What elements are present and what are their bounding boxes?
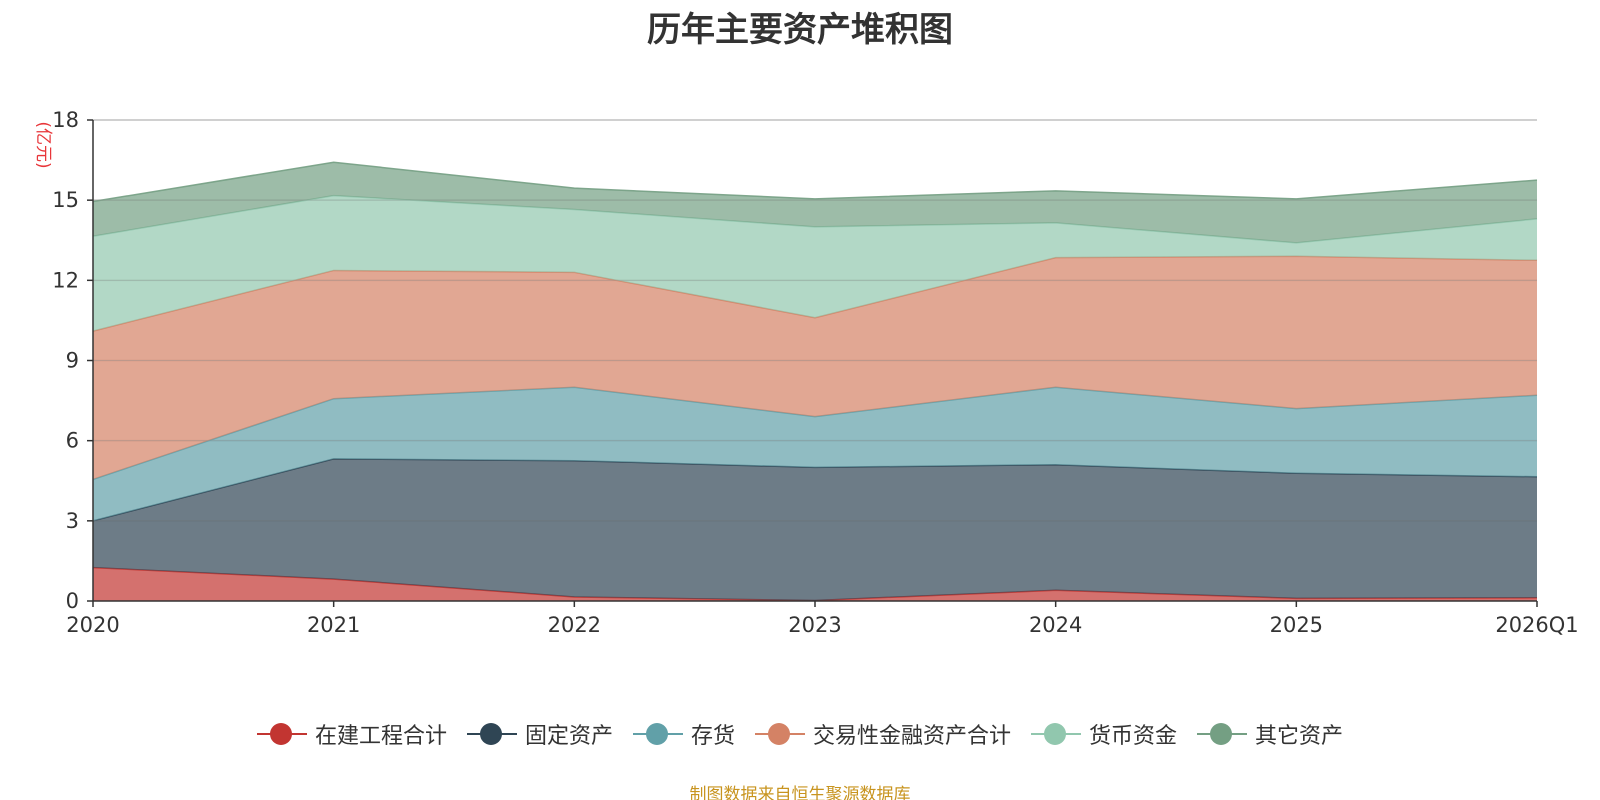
series-area (93, 567, 1537, 601)
legend-item[interactable]: 货币资金 (1031, 718, 1177, 750)
x-tick-label: 2023 (788, 613, 841, 637)
legend-item[interactable]: 固定资产 (466, 718, 613, 750)
y-tick-label: 0 (66, 589, 79, 613)
legend-label: 在建工程合计 (314, 724, 447, 749)
legend-label: 货币资金 (1089, 724, 1178, 749)
series-area (93, 162, 1537, 243)
legend: 在建工程合计 固定资产 存货 交易性金融资产合计 货币资金 其它资产 (0, 718, 1600, 750)
y-tick-label: 12 (52, 268, 79, 292)
x-tick-label: 2021 (307, 613, 360, 637)
y-axis-unit-label: (亿元) (33, 121, 53, 168)
legend-marker-icon (1197, 722, 1248, 746)
x-tick-label: 2026Q1 (1495, 613, 1578, 637)
legend-label: 其它资产 (1255, 724, 1344, 749)
legend-item[interactable]: 在建工程合计 (256, 718, 447, 750)
y-tick-label: 9 (66, 349, 79, 373)
series-line (92, 161, 1538, 203)
x-tick-label: 2024 (1029, 613, 1082, 637)
legend-marker-icon (466, 722, 517, 746)
x-tick-label: 2025 (1270, 613, 1323, 637)
series-line (92, 386, 1538, 481)
legend-marker-icon (755, 722, 805, 746)
series-area (93, 387, 1537, 521)
series-area (93, 256, 1537, 480)
axis-layer: 0 3 6 9 12 15 18 2020 2021 2022 2023 2024 2025 2026Q1… (33, 108, 1579, 637)
legend-label: 交易性金融资产合计 (813, 724, 1012, 749)
legend-marker-icon (1031, 722, 1082, 746)
source-note: 制图数据来自恒生聚源数据库 (689, 785, 911, 800)
legend-item[interactable]: 其它资产 (1197, 718, 1343, 750)
legend-label: 存货 (690, 724, 735, 749)
legend-marker-icon (256, 722, 307, 746)
chart-title: 历年主要资产堆积图 (647, 10, 953, 50)
series-line (92, 194, 1538, 244)
series-area (93, 195, 1537, 332)
y-tick-label: 3 (66, 509, 79, 533)
legend-marker-icon (632, 722, 683, 746)
x-tick-label: 2020 (66, 613, 119, 637)
y-tick-label: 15 (52, 188, 79, 212)
y-tick-label: 18 (52, 108, 79, 132)
x-tick-label: 2022 (548, 613, 601, 637)
series-area (93, 458, 1537, 601)
y-tick-label: 6 (66, 429, 79, 453)
series-line (92, 458, 1538, 522)
area-layer (92, 119, 1538, 602)
legend-item[interactable]: 交易性金融资产合计 (755, 718, 1011, 750)
legend-label: 固定资产 (524, 724, 613, 749)
legend-item[interactable]: 存货 (632, 718, 735, 750)
